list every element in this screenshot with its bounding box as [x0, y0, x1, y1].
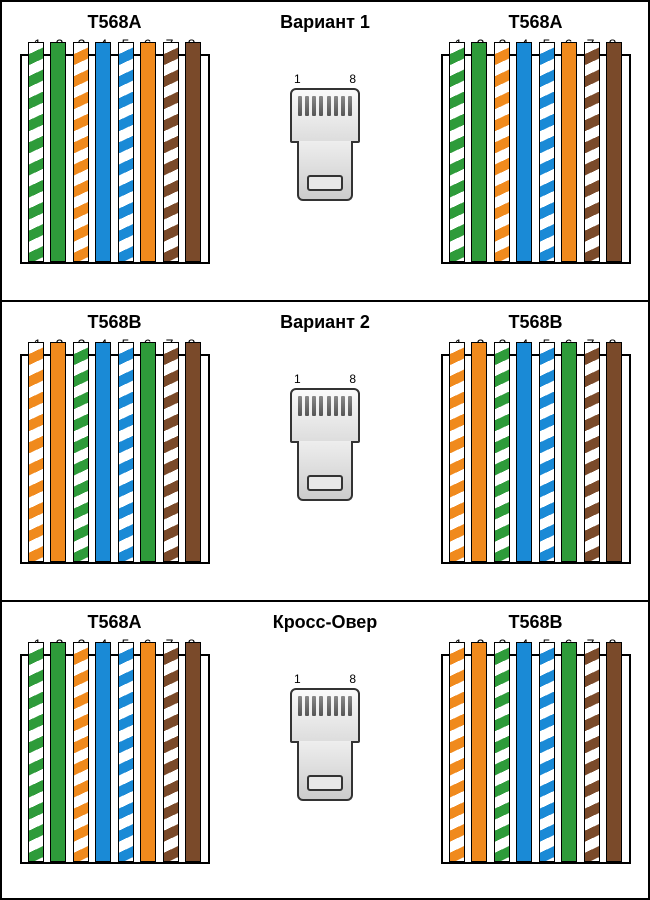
- connector-pin-labels: 1 8: [290, 672, 360, 686]
- connector-pin-right: 8: [349, 372, 356, 386]
- wire-8: [606, 342, 622, 562]
- wire-1: [449, 42, 465, 262]
- wire-3: [73, 642, 89, 862]
- wire-8: [185, 642, 201, 862]
- connector-pin-left: 1: [294, 672, 301, 686]
- wire-6: [561, 342, 577, 562]
- wire-2: [50, 642, 66, 862]
- connector-pin-labels: 1 8: [290, 72, 360, 86]
- connector-pin-left: 1: [294, 372, 301, 386]
- diagram-root: Вариант 1 T568A 12345678: [0, 0, 650, 900]
- wire-4: [95, 642, 111, 862]
- standard-label: T568B: [87, 312, 141, 333]
- panel-2: Вариант 2 T568B 12345678: [0, 300, 650, 600]
- rj45-icon: [290, 88, 360, 208]
- wire-8: [606, 642, 622, 862]
- connector-pin-right: 8: [349, 72, 356, 86]
- wire-3: [73, 342, 89, 562]
- wire-5: [539, 342, 555, 562]
- wire-4: [95, 42, 111, 262]
- wire-6: [140, 342, 156, 562]
- wire-3: [494, 642, 510, 862]
- wire-3: [494, 42, 510, 262]
- wire-6: [140, 42, 156, 262]
- rj45-connector: 1 8: [290, 72, 360, 208]
- wire-4: [516, 42, 532, 262]
- wire-box: [20, 54, 210, 264]
- wire-box: [20, 354, 210, 564]
- connector-pin-right: 8: [349, 672, 356, 686]
- wire-1: [28, 642, 44, 862]
- wire-7: [163, 642, 179, 862]
- rj45-icon: [290, 688, 360, 808]
- wire-5: [539, 642, 555, 862]
- connector-pin-left: 1: [294, 72, 301, 86]
- standard-label: T568B: [508, 612, 562, 633]
- wire-2: [471, 642, 487, 862]
- wire-8: [185, 342, 201, 562]
- wire-block: T568A 12345678: [17, 612, 212, 864]
- wire-7: [163, 342, 179, 562]
- standard-label: T568A: [508, 12, 562, 33]
- wire-1: [449, 342, 465, 562]
- wire-6: [561, 42, 577, 262]
- standard-label: T568A: [87, 12, 141, 33]
- standard-label: T568A: [87, 612, 141, 633]
- wire-1: [28, 42, 44, 262]
- wire-3: [73, 42, 89, 262]
- wire-6: [140, 642, 156, 862]
- wire-8: [606, 42, 622, 262]
- wire-box: [441, 54, 631, 264]
- wire-2: [471, 342, 487, 562]
- wire-5: [118, 342, 134, 562]
- wire-block: T568B 12345678: [438, 612, 633, 864]
- panel-3: Кросс-Овер T568A 12345678: [0, 600, 650, 900]
- wire-1: [449, 642, 465, 862]
- connector-pin-labels: 1 8: [290, 372, 360, 386]
- variant-title: Вариант 1: [280, 12, 370, 33]
- wire-4: [95, 342, 111, 562]
- wire-2: [50, 42, 66, 262]
- wire-block: T568A 12345678: [17, 12, 212, 264]
- rj45-connector: 1 8: [290, 672, 360, 808]
- variant-title: Вариант 2: [280, 312, 370, 333]
- wire-box: [441, 654, 631, 864]
- wire-4: [516, 342, 532, 562]
- wire-8: [185, 42, 201, 262]
- wire-block: T568A 12345678: [438, 12, 633, 264]
- rj45-connector: 1 8: [290, 372, 360, 508]
- variant-title: Кросс-Овер: [273, 612, 378, 633]
- wire-block: T568B 12345678: [17, 312, 212, 564]
- wire-7: [163, 42, 179, 262]
- wire-7: [584, 642, 600, 862]
- wire-7: [584, 42, 600, 262]
- wire-1: [28, 342, 44, 562]
- wire-7: [584, 342, 600, 562]
- wire-5: [118, 42, 134, 262]
- wire-box: [441, 354, 631, 564]
- wire-2: [50, 342, 66, 562]
- wire-5: [539, 42, 555, 262]
- wire-box: [20, 654, 210, 864]
- panel-1: Вариант 1 T568A 12345678: [0, 0, 650, 300]
- wire-3: [494, 342, 510, 562]
- standard-label: T568B: [508, 312, 562, 333]
- rj45-icon: [290, 388, 360, 508]
- wire-5: [118, 642, 134, 862]
- wire-6: [561, 642, 577, 862]
- wire-4: [516, 642, 532, 862]
- wire-block: T568B 12345678: [438, 312, 633, 564]
- wire-2: [471, 42, 487, 262]
